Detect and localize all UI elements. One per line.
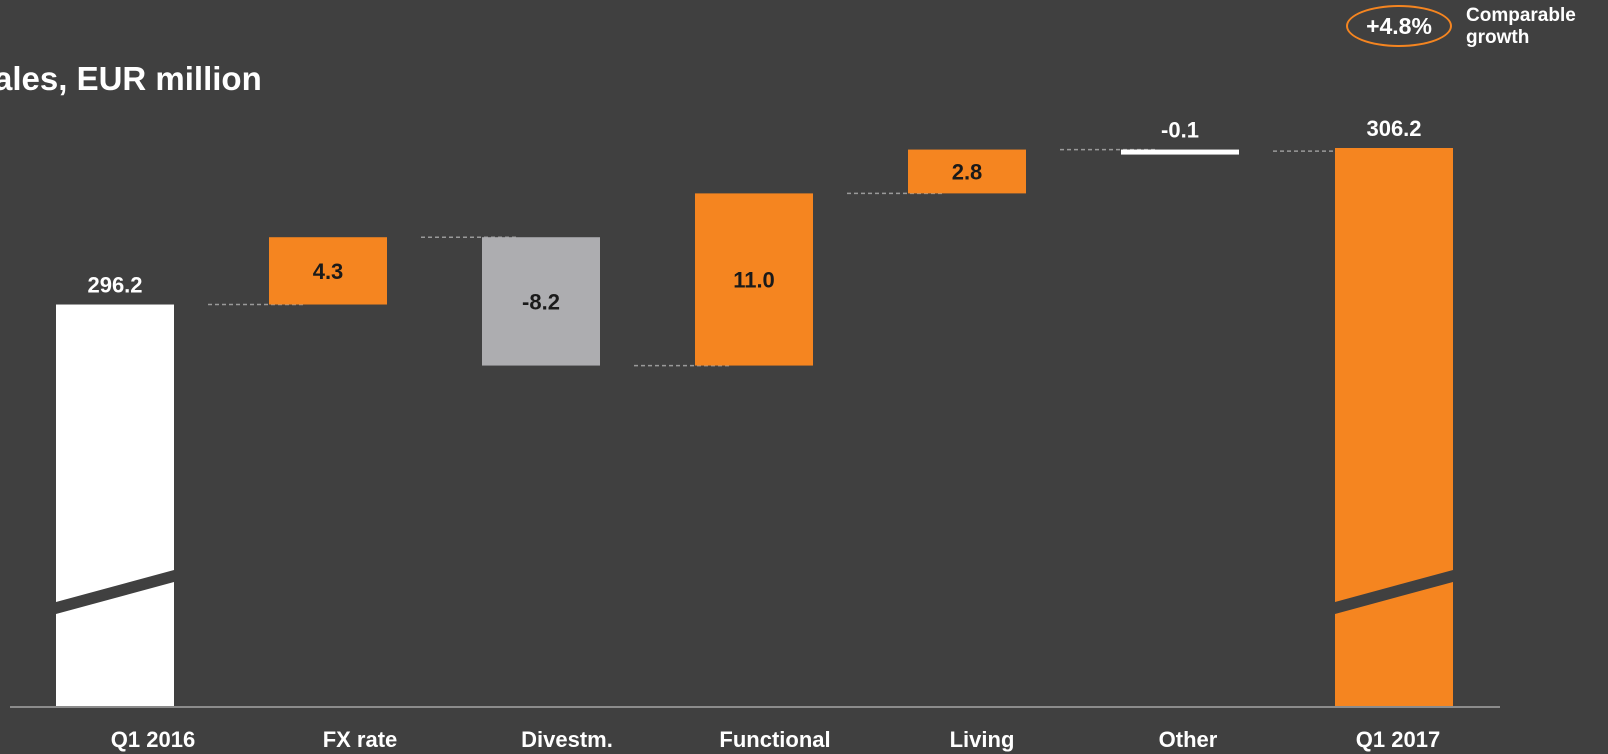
axis-break-0 <box>56 570 174 614</box>
category-label-0: Q1 2016 <box>111 727 195 752</box>
value-label-0: 296.2 <box>87 273 142 298</box>
bar-4 <box>908 149 1026 194</box>
bar-6 <box>1335 148 1453 706</box>
axis-break-6 <box>1335 570 1453 614</box>
growth-badge: +4.8% <box>1346 5 1452 47</box>
bar-2 <box>482 237 600 366</box>
bar-3 <box>695 193 813 366</box>
growth-label: Comparable growth <box>1466 5 1601 49</box>
category-label-3: Functional <box>719 727 830 752</box>
category-labels: Q1 2016 FX rate Divestm. Functional Living Ot… <box>111 727 1440 752</box>
chart-title: ales, EUR million <box>0 60 262 97</box>
bar-1 <box>269 237 387 305</box>
value-label-2: -8.2 <box>522 289 560 314</box>
bar-0 <box>56 304 174 706</box>
value-label-4: 2.8 <box>952 159 983 184</box>
growth-label-line2: growth <box>1466 27 1530 48</box>
value-label-5: -0.1 <box>1161 118 1199 143</box>
bars <box>56 148 1453 706</box>
category-label-1: FX rate <box>323 727 398 752</box>
category-label-2: Divestm. <box>521 727 613 752</box>
bar-5 <box>1121 149 1239 155</box>
value-labels: 296.2 4.3 -8.2 11.0 2.8 -0.1 306.2 <box>87 116 1421 314</box>
category-label-6: Q1 2017 <box>1356 727 1440 752</box>
category-label-4: Living <box>950 727 1015 752</box>
value-label-6: 306.2 <box>1366 116 1421 141</box>
value-label-3: 11.0 <box>733 267 775 292</box>
value-label-1: 4.3 <box>313 259 344 284</box>
growth-label-line1: Comparable <box>1466 5 1576 26</box>
axis-breaks <box>56 570 1453 614</box>
category-label-5: Other <box>1159 727 1218 752</box>
